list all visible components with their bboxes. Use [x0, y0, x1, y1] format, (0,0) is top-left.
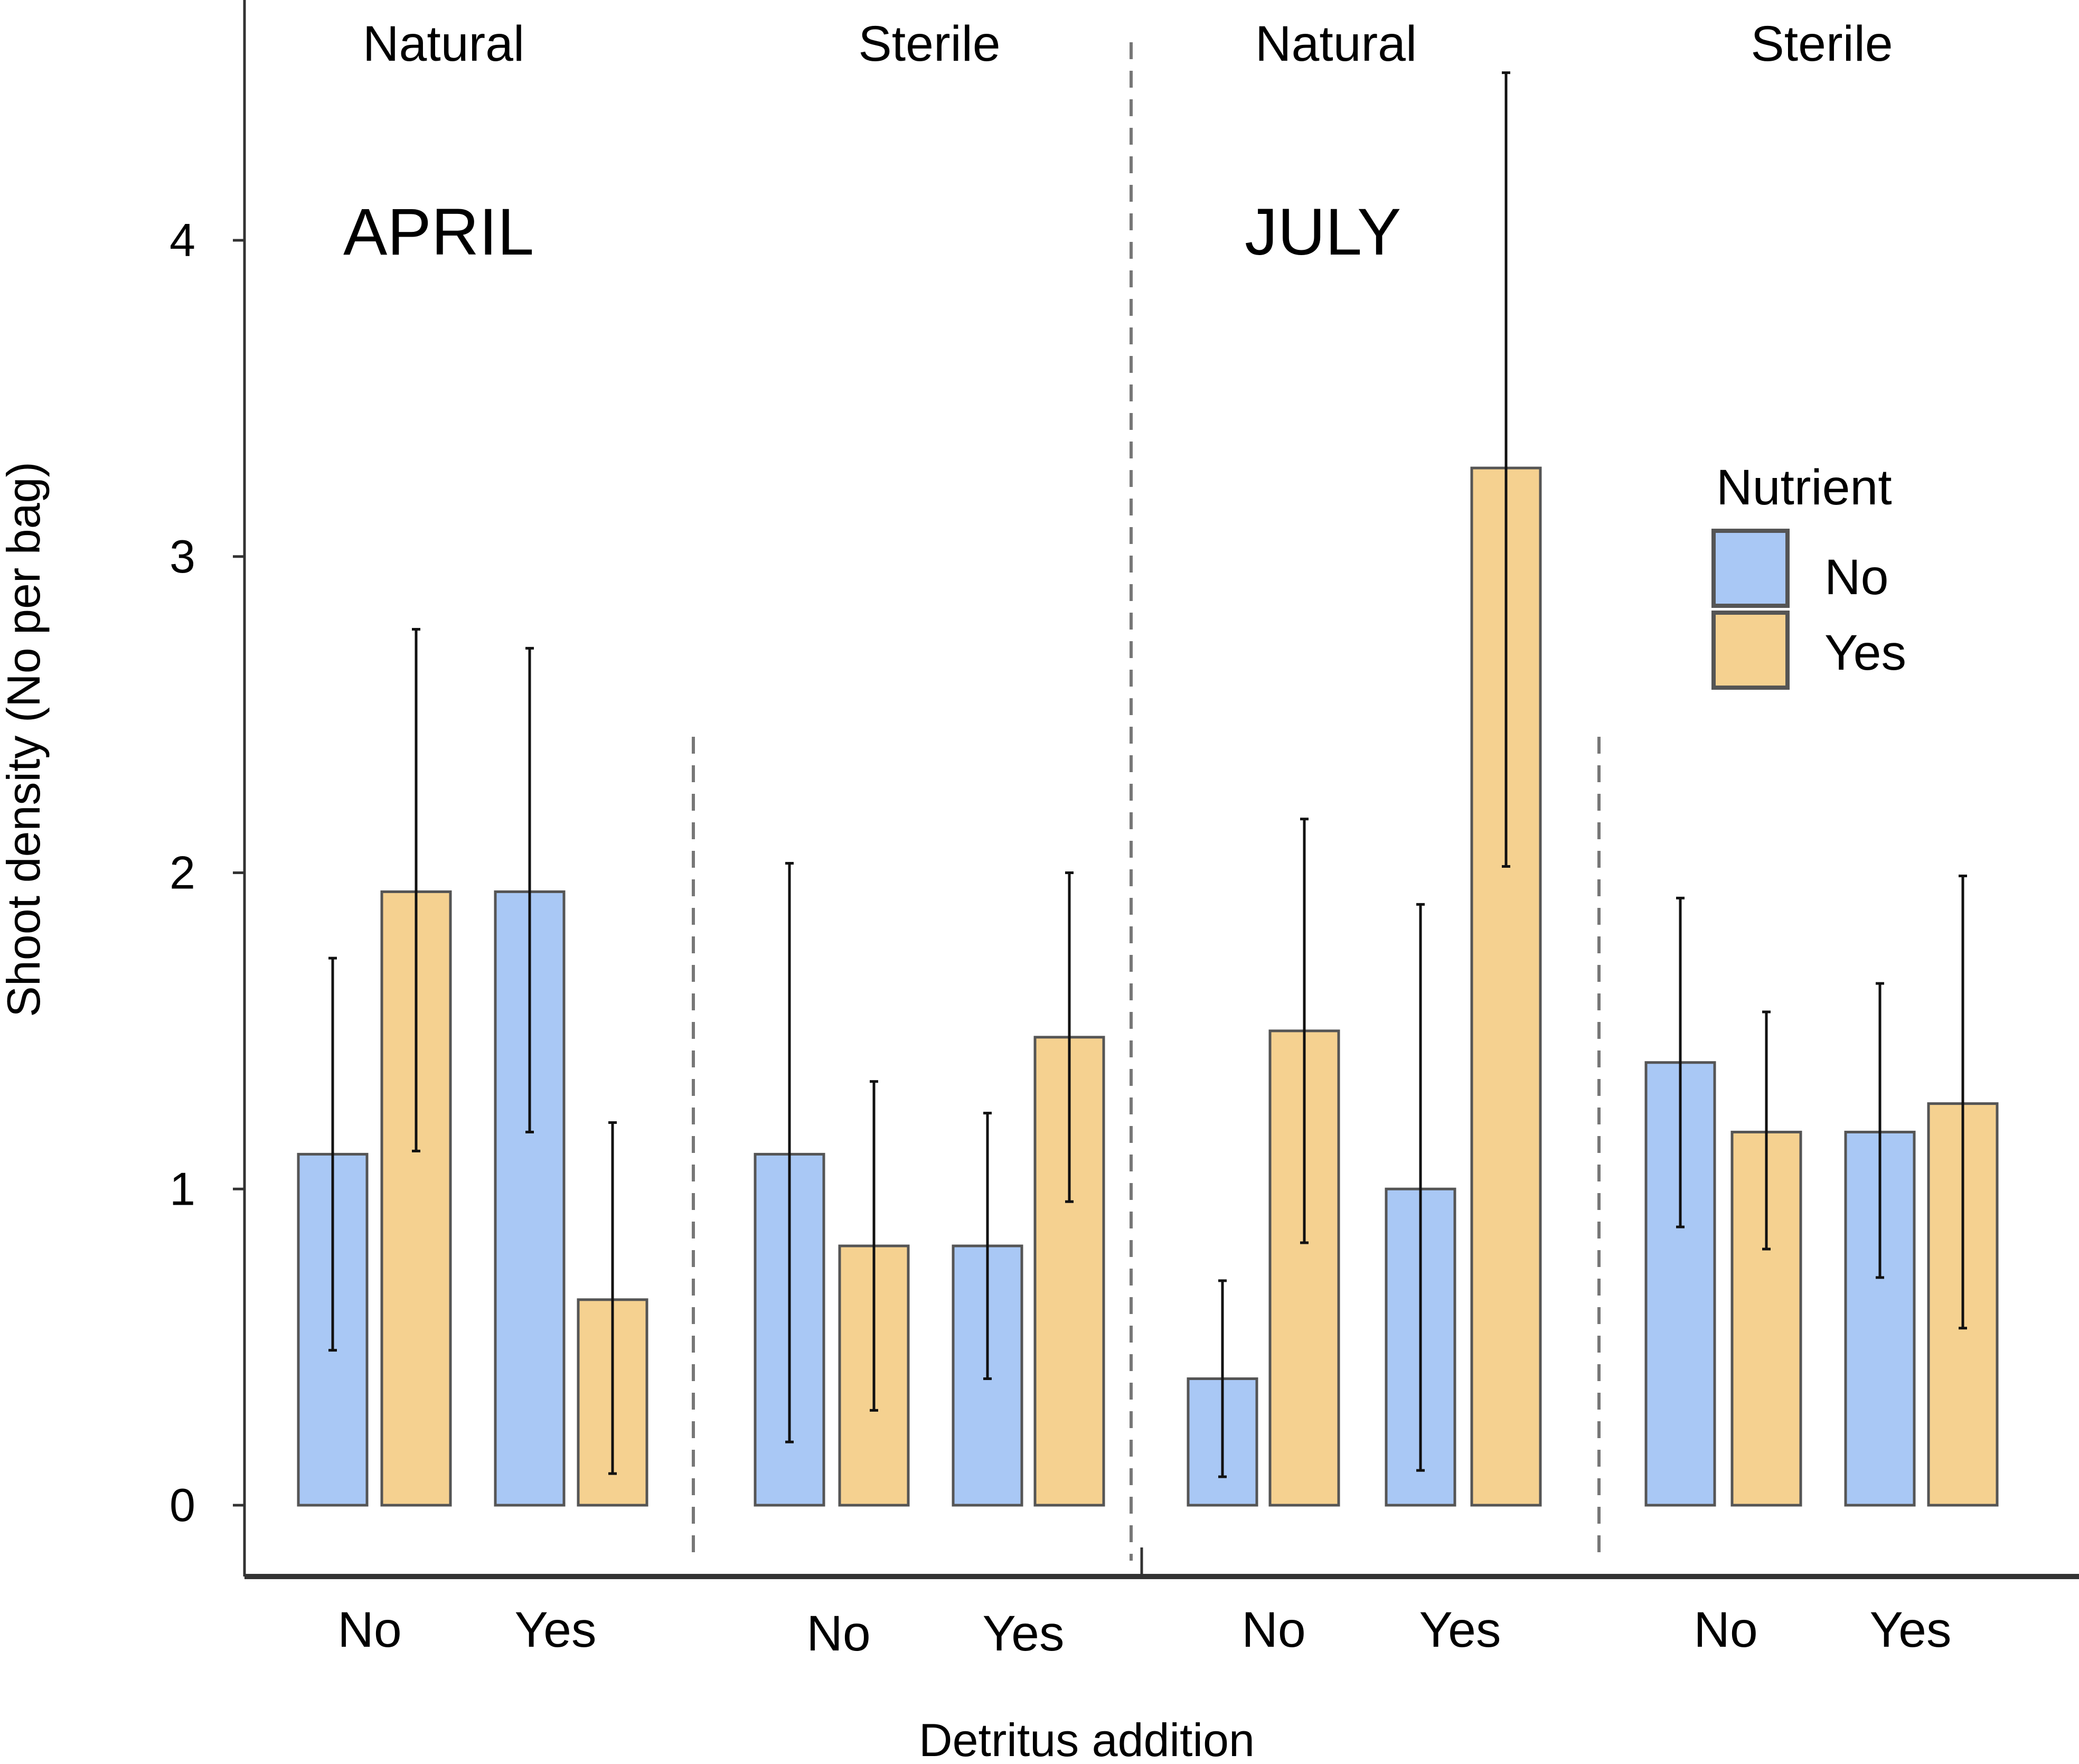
panel-label-july-natural: Natural: [1255, 16, 1417, 72]
x-tick-label: No: [1241, 1602, 1305, 1658]
legend: Nutrient No Yes: [1711, 459, 1906, 690]
legend-label-no: No: [1824, 549, 1888, 605]
y-tick-label: 2: [170, 847, 195, 899]
errors-layer: [328, 71, 1967, 1478]
panel-label-july-sterile: Sterile: [1751, 16, 1893, 72]
y-tick-label: 4: [170, 214, 195, 266]
legend-swatch-no: [1711, 529, 1790, 608]
legend-title: Nutrient: [1716, 459, 1892, 515]
x-axis-label: Detritus addition: [919, 1714, 1255, 1764]
y-axis-label: Shoot density (No per bag): [0, 462, 50, 1017]
legend-label-yes: Yes: [1824, 625, 1906, 681]
labels-layer: Shoot density (No per bag) Detritus addi…: [0, 16, 1951, 1764]
month-label-april: APRIL: [343, 195, 534, 269]
x-tick-label: No: [337, 1602, 401, 1658]
axes-layer: 0 1 2 3 4: [170, 0, 2079, 1579]
legend-swatch-yes: [1711, 611, 1790, 690]
y-tick-label: 1: [170, 1162, 195, 1215]
x-tick-label: Yes: [1870, 1602, 1952, 1658]
x-tick-label: Yes: [515, 1602, 597, 1658]
x-tick-label: Yes: [1419, 1602, 1501, 1658]
x-tick-label: No: [1694, 1602, 1757, 1658]
y-tick-label: 3: [170, 530, 195, 583]
month-label-july: JULY: [1245, 195, 1401, 269]
panel-label-april-natural: Natural: [363, 16, 524, 72]
y-tick-label: 0: [170, 1479, 195, 1531]
panel-label-april-sterile: Sterile: [858, 16, 1000, 72]
x-tick-label: Yes: [983, 1606, 1065, 1662]
x-tick-label: No: [806, 1606, 870, 1662]
